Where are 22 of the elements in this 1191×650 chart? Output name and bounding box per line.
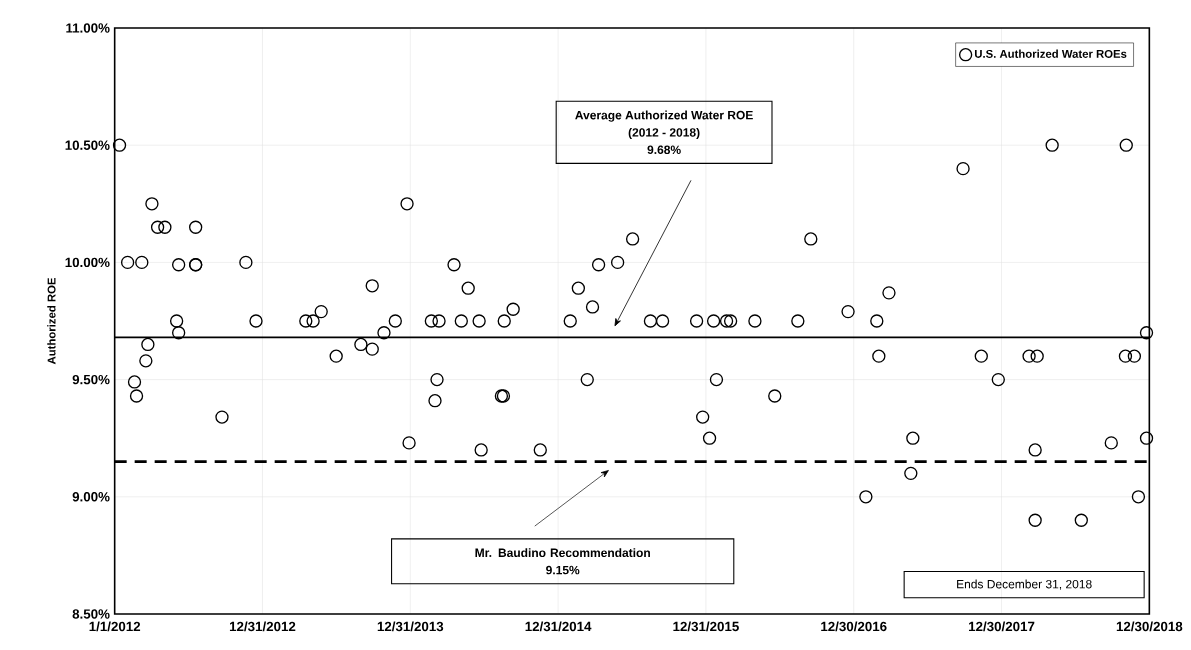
x-tick-label: 12/30/2018 xyxy=(1116,621,1183,632)
y-tick-label: 9.00% xyxy=(72,492,110,502)
x-tick-label: 1/1/2012 xyxy=(89,621,141,632)
x-tick-label: 12/31/2013 xyxy=(377,621,444,632)
annotation: 9.15% xyxy=(546,565,580,575)
x-tick-label: 12/31/2012 xyxy=(229,621,296,632)
annotation: Average Authorized Water ROE xyxy=(575,110,753,122)
y-tick-label: 9.50% xyxy=(72,374,110,385)
x-tick-label: 12/31/2015 xyxy=(673,621,739,632)
y-tick-label: 10.00% xyxy=(65,257,110,268)
annotation: 9.68% xyxy=(647,145,681,155)
x-tick-label: 12/30/2017 xyxy=(969,621,1035,632)
annotation: Mr. Baudino Recommendation xyxy=(475,548,650,558)
annotation: (2012 - 2018) xyxy=(628,127,700,140)
y-axis-title: Authorized ROE xyxy=(47,278,56,365)
y-tick-label: 10.50% xyxy=(65,140,110,150)
x-tick-label: 12/31/2014 xyxy=(525,621,592,632)
annotation: Ends December 31, 2018 xyxy=(957,579,1092,590)
legend-label: U.S. Authorized Water ROEs xyxy=(974,49,1127,58)
y-tick-label: 11.00% xyxy=(66,23,110,33)
x-tick-label: 12/30/2016 xyxy=(821,621,887,632)
y-tick-label: 8.50% xyxy=(72,609,110,619)
